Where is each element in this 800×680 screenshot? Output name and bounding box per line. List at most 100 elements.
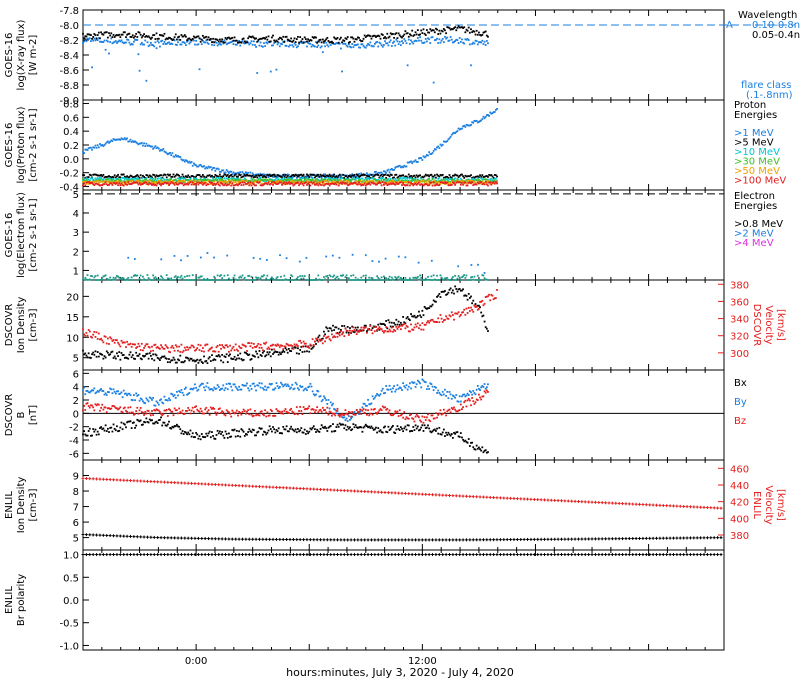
data-point <box>198 68 201 71</box>
data-point <box>190 279 193 281</box>
data-point <box>129 183 132 185</box>
data-point <box>292 39 295 42</box>
data-point <box>122 177 125 179</box>
data-point <box>206 38 209 41</box>
data-point <box>403 38 406 40</box>
data-point <box>423 156 426 159</box>
data-point <box>84 393 87 396</box>
data-point <box>186 255 189 257</box>
data-point <box>289 350 291 352</box>
data-point <box>280 275 282 278</box>
data-point <box>278 180 281 182</box>
data-point <box>369 179 372 182</box>
data-point <box>485 39 488 42</box>
data-point <box>478 304 480 307</box>
data-point <box>165 42 168 45</box>
data-point <box>310 181 313 184</box>
data-point <box>344 182 347 184</box>
data-point <box>420 177 423 180</box>
data-point <box>329 425 332 427</box>
data-point <box>162 148 165 150</box>
data-point <box>275 429 278 431</box>
data-point <box>334 336 337 338</box>
data-point <box>220 359 222 362</box>
data-point <box>153 184 156 187</box>
data-point <box>308 350 311 353</box>
data-point <box>368 328 371 331</box>
data-point <box>379 42 382 45</box>
data-point <box>116 390 118 393</box>
data-point <box>414 39 417 42</box>
data-point <box>272 277 274 280</box>
data-point <box>93 430 96 433</box>
data-point <box>464 38 467 41</box>
data-point <box>222 41 225 43</box>
data-point <box>351 253 354 256</box>
data-point <box>306 181 308 184</box>
data-point <box>384 40 386 43</box>
data-point <box>375 170 377 173</box>
data-point <box>91 181 93 184</box>
data-point <box>147 421 150 424</box>
data-point <box>470 28 472 31</box>
data-point <box>341 423 343 426</box>
data-point <box>312 45 315 47</box>
data-point <box>185 279 187 281</box>
data-point <box>228 178 230 181</box>
data-point <box>327 279 330 281</box>
data-point <box>448 174 451 176</box>
data-point <box>85 177 88 179</box>
data-point <box>476 308 479 311</box>
data-point <box>103 183 106 185</box>
data-point <box>234 39 237 42</box>
data-point <box>109 34 112 37</box>
data-point <box>457 176 460 179</box>
data-point <box>333 335 336 338</box>
data-point <box>454 183 457 186</box>
data-point <box>175 277 178 280</box>
data-point <box>143 33 145 36</box>
data-point <box>413 326 416 329</box>
data-point <box>257 39 260 41</box>
data-point <box>231 358 234 360</box>
data-point <box>487 295 489 298</box>
data-point <box>435 148 437 151</box>
data-point <box>313 183 316 186</box>
data-point <box>320 45 323 48</box>
data-point <box>241 179 244 182</box>
data-point <box>163 150 166 153</box>
data-point <box>238 430 241 433</box>
data-point <box>186 346 188 349</box>
data-point <box>82 277 84 280</box>
data-point <box>395 38 398 41</box>
data-point <box>315 183 317 186</box>
data-point <box>421 322 424 325</box>
data-point <box>192 176 195 178</box>
data-point <box>415 174 418 177</box>
data-point <box>159 418 161 421</box>
data-point <box>130 276 133 279</box>
data-point <box>155 420 158 423</box>
data-point <box>134 274 136 276</box>
data-point <box>295 277 298 280</box>
data-point <box>455 38 458 41</box>
data-point <box>92 146 95 149</box>
data-point <box>171 279 174 281</box>
data-point <box>160 174 162 177</box>
data-point <box>187 174 190 177</box>
data-point <box>203 41 205 44</box>
data-point <box>328 274 331 277</box>
data-point <box>180 179 183 182</box>
data-point <box>390 179 393 182</box>
data-point <box>299 36 302 38</box>
data-point <box>287 173 290 176</box>
data-point <box>90 275 92 277</box>
data-point <box>241 40 244 43</box>
data-point <box>119 426 122 429</box>
data-point <box>127 39 130 41</box>
data-point <box>160 148 162 151</box>
data-point <box>420 29 423 32</box>
data-point <box>355 173 358 176</box>
data-point <box>445 293 448 296</box>
data-point <box>82 328 84 331</box>
